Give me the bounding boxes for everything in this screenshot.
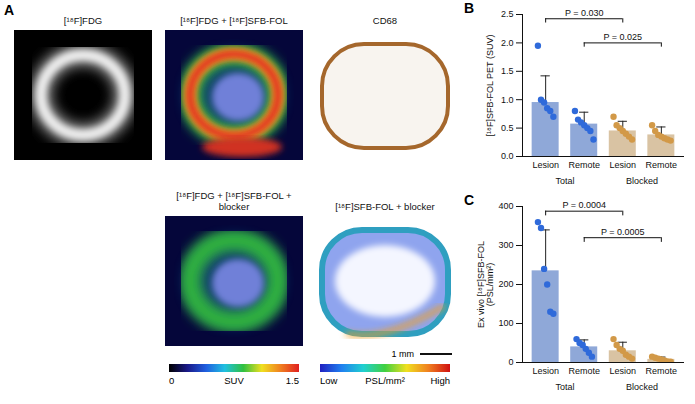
svg-text:1.5: 1.5 [501,66,514,76]
svg-text:Total: Total [555,176,574,186]
svg-text:Total: Total [555,382,574,392]
svg-text:Lesion: Lesion [610,366,637,376]
svg-text:PSL/mm²: PSL/mm² [365,375,405,386]
svg-text:200: 200 [498,279,513,289]
svg-text:0: 0 [169,375,174,386]
svg-text:Blocked: Blocked [626,176,658,186]
svg-text:Lesion: Lesion [610,160,637,170]
svg-text:0.5: 0.5 [501,123,514,133]
html-text:C: C [464,192,475,208]
svg-text:Lesion: Lesion [532,366,559,376]
svg-text:[¹⁸F]FDG: [¹⁸F]FDG [64,15,102,26]
html-text:B: B [464,0,475,16]
svg-text:0: 0 [508,357,513,367]
svg-text:400: 400 [498,201,513,211]
svg-text:P = 0.030: P = 0.030 [565,8,604,18]
svg-text:Remote: Remote [568,160,600,170]
svg-text:1.5: 1.5 [286,375,299,386]
svg-text:Blocked: Blocked [626,382,658,392]
svg-text:P = 0.025: P = 0.025 [603,32,642,42]
svg-text:300: 300 [498,240,513,250]
svg-text:blocker: blocker [219,201,250,212]
svg-text:0.0: 0.0 [501,151,514,161]
svg-text:100: 100 [498,318,513,328]
svg-text:2.5: 2.5 [501,9,514,19]
svg-text:P = 0.0005: P = 0.0005 [601,227,645,237]
svg-text:A: A [4,2,14,18]
svg-text:SUV: SUV [224,375,244,386]
svg-text:1 mm: 1 mm [392,349,415,359]
svg-text:2.0: 2.0 [501,38,514,48]
svg-text:Lesion: Lesion [532,160,559,170]
svg-text:Remote: Remote [646,366,678,376]
svg-text:Remote: Remote [646,160,678,170]
svg-text:[¹⁸F]FDG + [¹⁸F]SFB-FOL +: [¹⁸F]FDG + [¹⁸F]SFB-FOL + [176,190,292,201]
svg-text:Ex vivo [¹⁸F]SFB-FOL(PSL/mm²): Ex vivo [¹⁸F]SFB-FOL(PSL/mm²) [476,241,495,328]
svg-text:[¹⁸F]SFB-FOL + blocker: [¹⁸F]SFB-FOL + blocker [335,201,434,212]
svg-text:High: High [430,375,450,386]
svg-text:[¹⁸F]FDG + [¹⁸F]SFB-FOL: [¹⁸F]FDG + [¹⁸F]SFB-FOL [180,15,288,26]
svg-text:Low: Low [320,375,338,386]
svg-text:CD68: CD68 [373,15,397,26]
svg-text:[¹⁸F]SFB-FOL PET (SUV): [¹⁸F]SFB-FOL PET (SUV) [485,35,495,137]
svg-text:Remote: Remote [568,366,600,376]
svg-text:1.0: 1.0 [501,95,514,105]
svg-text:P = 0.0004: P = 0.0004 [562,200,606,210]
